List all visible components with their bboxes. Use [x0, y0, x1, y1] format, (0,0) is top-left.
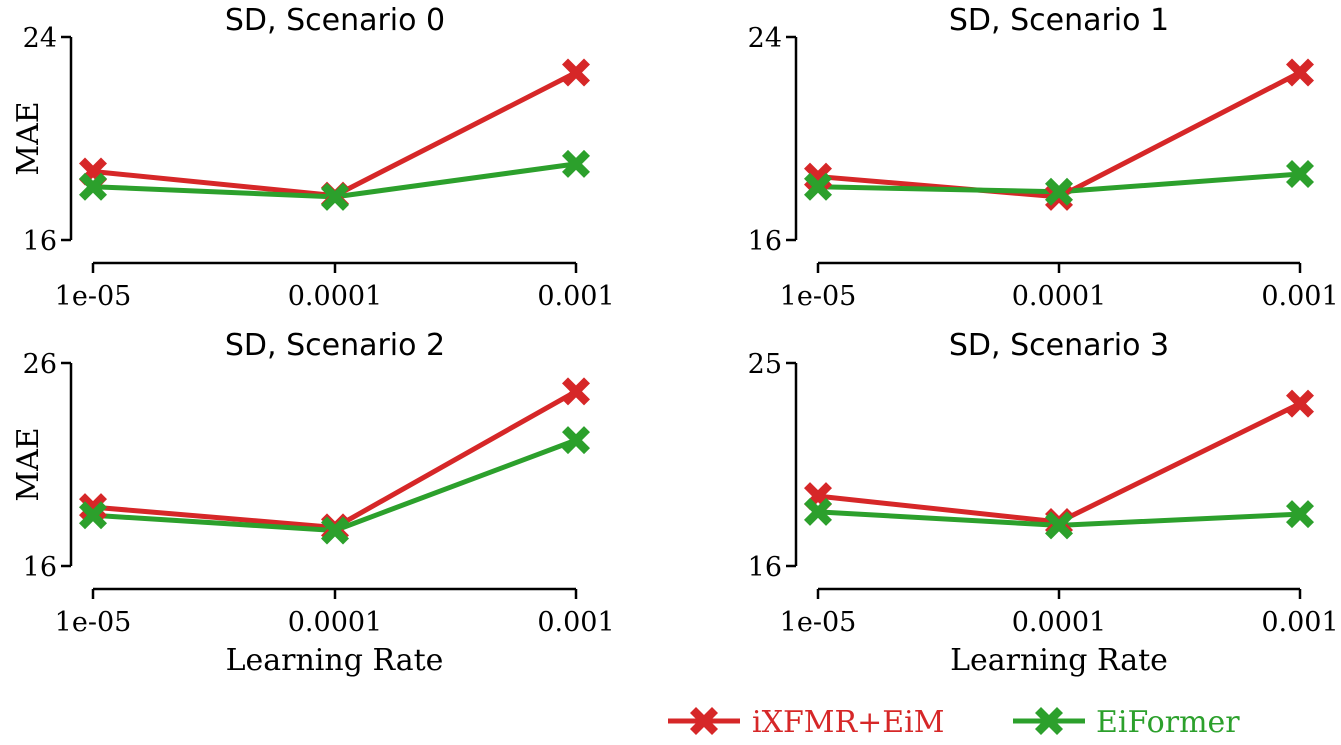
- data-point-eiformer: [321, 516, 349, 545]
- x-tick-label: 0.001: [537, 607, 614, 638]
- chart-title: SD, Scenario 0: [225, 3, 445, 38]
- data-point-ixfmr-eim: [562, 58, 590, 87]
- data-point-ixfmr-eim: [1286, 58, 1314, 87]
- legend-label-eiformer: EiFormer: [1096, 705, 1240, 740]
- data-point-eiformer: [79, 172, 107, 201]
- legend-entry-ixfmr: iXFMR+EiM: [668, 705, 944, 740]
- legend-entry-eiformer: EiFormer: [1013, 705, 1240, 740]
- legend-label-ixfmr: iXFMR+EiM: [752, 705, 944, 740]
- y-tick-label: 24: [23, 23, 57, 54]
- data-point-eiformer: [1045, 511, 1073, 540]
- y-tick-label: 25: [748, 349, 782, 380]
- chart-title: SD, Scenario 1: [949, 3, 1169, 38]
- series-line-eiformer: [92, 437, 577, 533]
- y-axis-label: MAE: [11, 101, 46, 175]
- y-tick-label: 26: [23, 349, 57, 380]
- chart-panel-3: SD, Scenario 3 16 25 1e-05 0.0001 0.001 Learni…: [748, 328, 1339, 678]
- x-tick-label: 1e-05: [780, 607, 857, 638]
- data-point-eiformer: [562, 149, 590, 178]
- data-point-eiformer: [562, 426, 590, 455]
- legend-marker-ixfmr: [690, 707, 718, 735]
- data-point-eiformer: [804, 497, 832, 526]
- series-line-ixfmr-eim: [92, 389, 578, 530]
- legend-marker-eiformer: [1035, 707, 1063, 735]
- data-point-eiformer: [1286, 500, 1314, 529]
- x-tick-label: 1e-05: [55, 607, 132, 638]
- data-point-ixfmr-eim: [1286, 389, 1314, 418]
- data-point-eiformer: [804, 172, 832, 201]
- legend: iXFMR+EiM EiFormer: [668, 705, 1240, 740]
- x-tick-label: 1e-05: [780, 281, 857, 312]
- chart-title: SD, Scenario 3: [949, 328, 1169, 363]
- x-tick-label: 0.0001: [288, 607, 382, 638]
- x-tick-label: 0.0001: [1012, 607, 1106, 638]
- x-tick-label: 0.001: [537, 281, 614, 312]
- x-tick-label: 0.0001: [1012, 281, 1106, 312]
- x-axis-label: Learning Rate: [226, 643, 444, 678]
- y-tick-label: 24: [748, 23, 782, 54]
- y-tick-label: 16: [23, 226, 57, 257]
- y-axis-label: MAE: [11, 427, 46, 501]
- data-point-eiformer: [79, 501, 107, 530]
- chart-panel-2: SD, Scenario 2 16 26 1e-05 0.0001 0.001 MAE Lea…: [11, 328, 615, 678]
- x-axis-label: Learning Rate: [950, 643, 1168, 678]
- x-tick-label: 0.001: [1261, 607, 1338, 638]
- x-tick-label: 1e-05: [55, 281, 132, 312]
- series-line-ixfmr-eim: [817, 401, 1302, 525]
- chart-title: SD, Scenario 2: [225, 328, 445, 363]
- y-tick-label: 16: [748, 226, 782, 257]
- data-point-eiformer: [1286, 160, 1314, 189]
- x-tick-label: 0.0001: [288, 281, 382, 312]
- data-point-ixfmr-eim: [562, 377, 590, 406]
- chart-panel-0: SD, Scenario 0 16 24 1e-05 0.0001 0.001 MAE: [11, 3, 615, 312]
- chart-panel-1: SD, Scenario 1 16 24 1e-05 0.0001 0.001: [748, 3, 1339, 312]
- data-point-eiformer: [321, 182, 349, 211]
- data-point-eiformer: [1045, 177, 1073, 206]
- y-tick-label: 16: [748, 552, 782, 583]
- series-line-ixfmr-eim: [92, 70, 578, 199]
- x-tick-label: 0.001: [1261, 281, 1338, 312]
- y-tick-label: 16: [23, 552, 57, 583]
